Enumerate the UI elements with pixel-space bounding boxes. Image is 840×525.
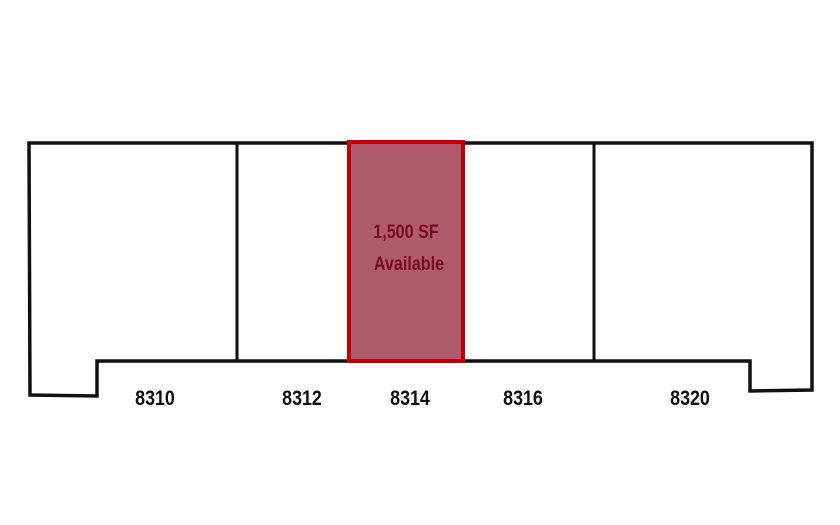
unit-label-8312: 8312 (282, 387, 322, 411)
unit-label-8316: 8316 (503, 387, 543, 411)
available-status: Available (374, 253, 444, 275)
available-size: 1,500 SF (373, 221, 439, 243)
unit-label-8320: 8320 (670, 387, 710, 411)
unit-label-8314: 8314 (390, 387, 430, 411)
unit-label-8310: 8310 (135, 387, 175, 411)
available-unit-highlight[interactable] (347, 140, 465, 363)
